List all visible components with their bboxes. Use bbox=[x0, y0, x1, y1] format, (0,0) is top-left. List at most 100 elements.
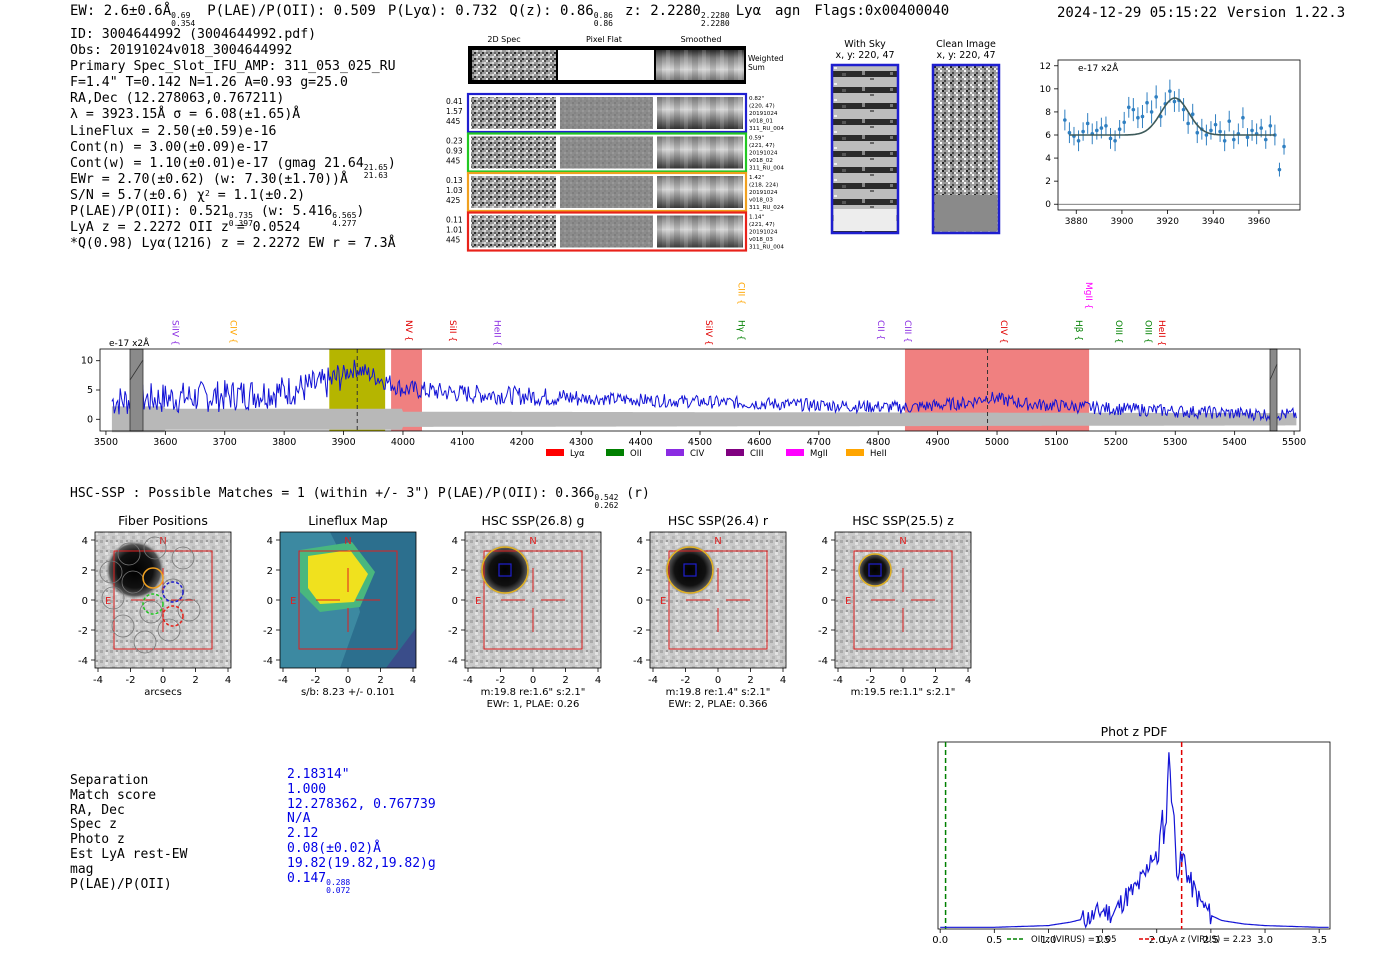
full-legend: Lyα OII CIV CIII MgII HeII bbox=[546, 449, 887, 459]
cutout-left-text: 0.41 bbox=[446, 97, 463, 106]
hsc-xtick-label: -4 bbox=[463, 675, 473, 686]
cutout-right-text: 20191024 bbox=[749, 190, 778, 196]
cutout-flat bbox=[560, 97, 653, 129]
z-sub: 2.2280 bbox=[700, 19, 730, 28]
match-value-mag: 19.82(19.82,19.82)g bbox=[287, 855, 436, 871]
hsc-ytick-label: 0 bbox=[452, 596, 458, 607]
zoom-point bbox=[1168, 89, 1172, 93]
source-blob bbox=[479, 544, 531, 596]
info-contw: Cont(w) = 1.10(±0.01)e-17 (gmag 21.64 bbox=[70, 155, 364, 171]
pdf-ticks: 0.0 0.5 1.0 1.5 2.0 2.5 3.0 3.5 bbox=[932, 929, 1327, 946]
cutout-flat bbox=[560, 176, 653, 208]
hsc-ytick-label: 0 bbox=[637, 596, 643, 607]
fiber-circle bbox=[177, 598, 201, 622]
hsc-panel-title: Fiber Positions bbox=[118, 513, 208, 528]
info-plae: P(LAE)/P(OII): 0.521 bbox=[70, 204, 229, 220]
full-line-label: HeII { bbox=[1156, 320, 1166, 346]
cutout-left-text: 425 bbox=[446, 196, 461, 205]
full-line-markers: SiIV {CIV {NV {SiII {HeII {SiIV {CIII {H… bbox=[170, 282, 1167, 346]
contw-sub: 21.63 bbox=[363, 170, 388, 180]
zoom-point bbox=[1063, 118, 1067, 122]
source-blob bbox=[664, 544, 716, 596]
hsc-ytick-label: -4 bbox=[818, 656, 828, 667]
match-box bbox=[498, 563, 512, 577]
zoom-ytick-label: 6 bbox=[1045, 131, 1051, 141]
zoom-point bbox=[1095, 128, 1099, 133]
pdf-legend: OII z (VIRUS) = 0.05 LyA z (VIRUS) = 2.23 bbox=[1007, 935, 1252, 945]
fiber-circle bbox=[117, 542, 141, 566]
north-label: N bbox=[159, 536, 166, 547]
hsc-summary: HSC-SSP : Possible Matches = 1 (within +… bbox=[70, 486, 650, 510]
hsc-xtick-label: 4 bbox=[410, 675, 416, 686]
zoom-fit-curve bbox=[1069, 97, 1275, 136]
cutout-right-text: 311_RU_004 bbox=[749, 166, 784, 172]
full-line-label: NV { bbox=[403, 320, 413, 341]
hsc-ytick-label: 2 bbox=[82, 566, 88, 577]
full-xtick-label: 4300 bbox=[569, 437, 593, 448]
full-line-label: Hβ { bbox=[1073, 320, 1083, 341]
hsc-xtick-label: -2 bbox=[681, 675, 691, 686]
timestamp-version: 2024-12-29 05:15:22 Version 1.22.3 bbox=[1057, 5, 1345, 21]
with-sky-image bbox=[830, 63, 900, 235]
full-xtick-label: 3800 bbox=[272, 437, 296, 448]
full-xtick-label: 4000 bbox=[391, 437, 415, 448]
cutout-right-text: 311_RU_004 bbox=[749, 126, 784, 132]
info-fit: F=1.4" T=0.142 N=1.26 A=0.93 g=25.0 bbox=[70, 75, 348, 91]
info-contn: Cont(n) = 3.00(±0.09)e-17 bbox=[70, 139, 269, 155]
hsc-panel: HSC SSP(25.5) z N E 4 2 0 -2 -4 -4 -2 0 2 4 m:19.5 re… bbox=[818, 513, 972, 698]
east-label: E bbox=[845, 596, 851, 607]
zoom-point bbox=[1259, 126, 1263, 130]
info-contw-row: Cont(w) = 1.10(±0.01)e-17 (gmag 21.64 21.… bbox=[70, 155, 396, 180]
east-label: E bbox=[290, 596, 296, 607]
match-value-plae: 0.147 bbox=[287, 870, 327, 886]
full-legend-swatch bbox=[846, 449, 864, 456]
zoom-ytick-label: 4 bbox=[1045, 154, 1051, 164]
full-legend-swatch bbox=[726, 449, 744, 456]
full-legend-label: CIV bbox=[690, 449, 704, 459]
cutout-right-text: 0.59" bbox=[749, 136, 764, 142]
hsc-xtick-label: 0 bbox=[900, 675, 906, 686]
plae-w-sup: 6.565 bbox=[332, 211, 357, 221]
cutout-row-frame bbox=[466, 92, 748, 134]
full-ylabel: e-17 x2Å bbox=[109, 337, 150, 349]
pdf-axes bbox=[937, 741, 1331, 930]
hsc-ytick-label: 2 bbox=[822, 566, 828, 577]
match-value-ew: 0.08(±0.02)Å bbox=[287, 840, 381, 856]
chip-gap-left bbox=[129, 348, 144, 432]
pdf-curve bbox=[940, 752, 1329, 929]
col-title-pixelflat: Pixel Flat bbox=[586, 35, 622, 44]
ew-sup: 0.69 bbox=[171, 11, 191, 20]
hsc-xtick-label: -2 bbox=[311, 675, 321, 686]
zoom-point bbox=[1136, 115, 1140, 120]
match-label-ew: Est LyA rest-EW bbox=[70, 846, 188, 862]
fiber-circle bbox=[111, 614, 135, 638]
match-values: 2.18314" 1.000 12.278362, 0.767739 N/A 2… bbox=[287, 767, 436, 894]
pdf-xtick-label: 2.0 bbox=[1149, 935, 1165, 946]
zoom-point bbox=[1227, 119, 1232, 123]
q-sub: 0.86 bbox=[593, 19, 613, 28]
pdf-legend-label: LyA z (VIRUS) = 2.23 bbox=[1163, 935, 1252, 945]
pdf-legend-label: OII z (VIRUS) = 0.05 bbox=[1031, 935, 1117, 945]
hsc-xtick-label: 2 bbox=[192, 675, 198, 686]
z-sup: 2.2280 bbox=[700, 11, 730, 20]
col-title-smoothed: Smoothed bbox=[681, 35, 722, 44]
cutout-left-text: 1.03 bbox=[446, 186, 463, 195]
info-sn-row: S/N = 5.7(±0.6) χ2 = 1.1(±0.2) bbox=[70, 188, 396, 204]
full-ytick-label: 10 bbox=[81, 356, 93, 367]
hsc-xtick-label: 2 bbox=[747, 675, 753, 686]
zoom-point bbox=[1209, 128, 1213, 133]
info-plae-row: P(LAE)/P(OII): 0.521 0.735 0.397 (w: 5.416… bbox=[70, 204, 396, 228]
spectra-cutouts: 2D Spec Pixel Flat Smoothed Weighted Sum… bbox=[446, 35, 784, 252]
hsc-fov-box bbox=[113, 550, 213, 650]
version: Version 1.22.3 bbox=[1227, 5, 1346, 21]
full-line-label: CIV { bbox=[998, 320, 1008, 344]
match-box bbox=[868, 563, 882, 577]
full-xtick-label: 4400 bbox=[629, 437, 653, 448]
info-sn: S/N = 5.7(±0.6) χ bbox=[70, 187, 205, 203]
zoom-point bbox=[1241, 115, 1245, 120]
weighted-2dspec bbox=[472, 50, 556, 80]
cutout-2dspec bbox=[471, 97, 556, 129]
full-legend-swatch bbox=[666, 449, 684, 456]
cutout-right-text: (221, 47) bbox=[749, 143, 775, 149]
